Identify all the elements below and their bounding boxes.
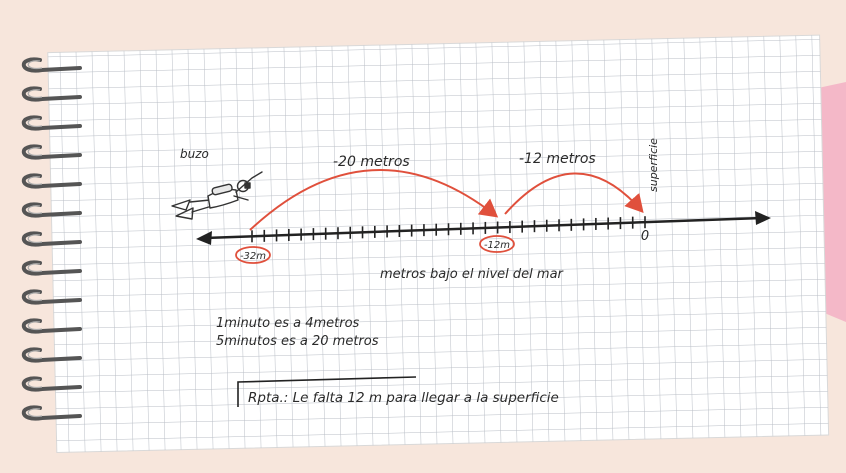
arrow-right-icon xyxy=(755,211,771,225)
spiral-coil-highlight xyxy=(27,379,43,389)
spiral-coil-highlight xyxy=(27,350,43,360)
spiral-coil-highlight xyxy=(27,60,43,70)
spiral-coil xyxy=(21,144,82,160)
spiral-coil-highlight xyxy=(27,205,43,215)
diver-icon xyxy=(171,171,263,220)
jump2-label: -12 metros xyxy=(519,151,596,167)
answer-text: Rpta.: Le falta 12 m para llegar a la su… xyxy=(248,390,559,406)
spiral-coil xyxy=(21,173,82,189)
mark-start-label: -32m xyxy=(240,251,266,262)
spiral-coil xyxy=(21,260,82,276)
spiral-coil-highlight xyxy=(27,321,43,331)
spiral-coil-highlight xyxy=(27,234,43,244)
diver-label: buzo xyxy=(180,147,209,161)
surface-label: superficie xyxy=(647,138,660,192)
number-line xyxy=(204,216,763,240)
spiral-coil-highlight xyxy=(27,408,43,418)
spiral-coil-highlight xyxy=(27,118,43,128)
spiral-coil xyxy=(21,289,82,305)
spiral-coil-highlight xyxy=(27,263,43,273)
mark-zero-label: 0 xyxy=(641,229,649,244)
jump1-label: -20 metros xyxy=(333,154,410,170)
arrow-left-icon xyxy=(196,231,212,245)
note-line-2: 5minutos es a 20 metros xyxy=(216,334,379,349)
mark-mid-circle xyxy=(479,235,515,253)
mark-start-circle xyxy=(235,246,271,264)
spiral-coil xyxy=(21,318,82,334)
mark-mid-label: -12m xyxy=(484,240,510,251)
spiral-coil xyxy=(21,86,82,102)
spiral-coil xyxy=(21,57,82,73)
spiral-coil xyxy=(21,115,82,131)
spiral-coil-highlight xyxy=(27,147,43,157)
spiral-coil xyxy=(21,231,82,247)
spiral-coil-highlight xyxy=(27,292,43,302)
jump-arc-1 xyxy=(249,169,499,231)
jump-arc-2 xyxy=(504,172,644,215)
spiral-coil xyxy=(21,202,82,218)
spiral-coil xyxy=(21,376,82,392)
spiral-coil-highlight xyxy=(27,176,43,186)
spiral-binding-icon xyxy=(21,57,82,421)
note-line-1: 1minuto es a 4metros xyxy=(216,316,360,331)
spiral-coil xyxy=(21,347,82,363)
axis-caption: metros bajo el nivel del mar xyxy=(380,267,565,282)
answer-bracket xyxy=(237,376,417,407)
spiral-coil xyxy=(21,405,82,421)
notebook-page xyxy=(47,34,830,454)
spiral-coil-highlight xyxy=(27,89,43,99)
number-line-ticks xyxy=(251,216,646,243)
